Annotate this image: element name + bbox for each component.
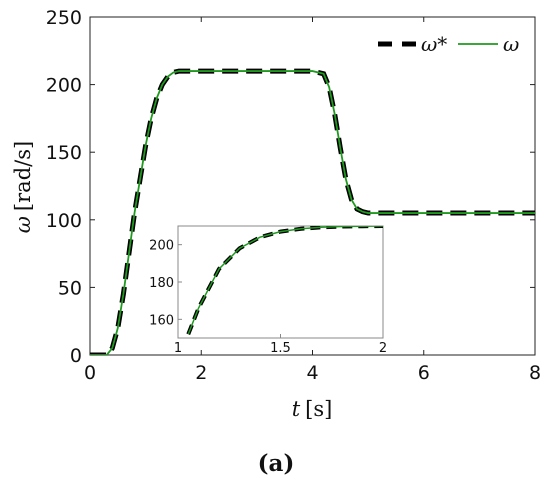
inset-x-tick-label: 1 [174,341,182,356]
y-tick-label: 250 [46,7,82,29]
x-axis-label: t [s] [292,397,333,421]
y-tick-label: 50 [58,277,82,299]
x-tick-label: 0 [84,362,96,384]
x-tick-label: 2 [195,362,207,384]
y-tick-label: 0 [70,345,82,367]
x-tick-label: 6 [418,362,430,384]
legend-label-omega: ω [503,32,519,56]
x-tick-label: 8 [529,362,541,384]
y-tick-label: 200 [46,75,82,97]
inset-series-omega-line [187,226,383,335]
inset-x-tick-label: 1.5 [270,341,291,356]
inset-plot-area [177,225,384,339]
inset-plot: 1 1.5 2 160 180 200 [149,225,387,356]
figure-caption: (a) [258,450,295,477]
inset-ticks: 1 1.5 2 160 180 200 [149,239,387,356]
legend: ω* ω [378,32,519,56]
y-tick-label: 150 [46,142,82,164]
legend-label-omega-star: ω* [421,32,447,56]
inset-y-tick-label: 200 [149,239,174,254]
y-axis-label: ω[rad/s] [11,141,35,233]
inset-y-tick-label: 160 [149,313,174,328]
x-tick-label: 4 [306,362,318,384]
inset-x-tick-label: 2 [379,341,387,356]
inset-y-tick-label: 180 [149,276,174,291]
y-tick-label: 100 [46,210,82,232]
series-omega-line [90,70,535,355]
